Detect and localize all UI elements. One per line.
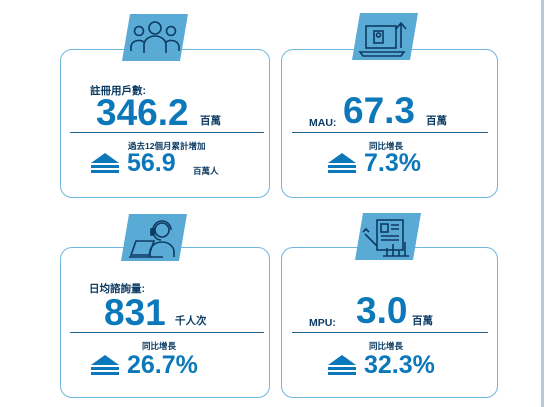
growth-unit-registered-users: 百萬人 [193,166,219,176]
label-daily-inquiries: 日均諮詢量: [89,283,145,295]
value-registered-users: 346.2 [96,92,189,133]
unit-registered-users: 百萬 [200,115,221,127]
growth-mau: 7.3% [364,149,421,177]
sub-label-daily-inquiries: 同比增長 [142,341,177,351]
growth-daily-inquiries: 26.7% [127,351,198,379]
unit-mpu: 百萬 [412,315,433,327]
sub-label-registered-users: 過去12個月累計增加 [128,141,206,151]
value-daily-inquiries: 831 [104,292,166,333]
growth-mpu: 32.3% [364,351,435,379]
divider [292,132,488,134]
page-edge-line [541,0,544,407]
divider [70,332,264,334]
label-mau: MAU: [309,117,337,129]
laptop-growth-icon [350,12,420,61]
divider [292,332,488,334]
document-chart-icon [353,212,423,261]
unit-mau: 百萬 [426,115,447,127]
up-arrow-icon [328,153,356,173]
card-mpu [281,247,498,398]
unit-daily-inquiries: 千人次 [175,315,207,327]
sub-label-mpu: 同比增長 [369,341,404,351]
value-mau: 67.3 [343,90,416,131]
growth-registered-users: 56.9 [127,149,176,177]
up-arrow-icon [91,153,119,173]
customer-service-agent-icon [119,213,189,262]
label-registered-users: 註冊用戶數: [90,85,146,97]
value-mpu: 3.0 [356,290,408,331]
divider [70,132,264,134]
up-arrow-icon [91,355,119,375]
label-mpu: MPU: [309,317,336,329]
up-arrow-icon [328,355,356,375]
users-group-icon [120,13,190,62]
card-registered-users [60,49,270,198]
sub-label-mau: 同比增長 [369,141,404,151]
